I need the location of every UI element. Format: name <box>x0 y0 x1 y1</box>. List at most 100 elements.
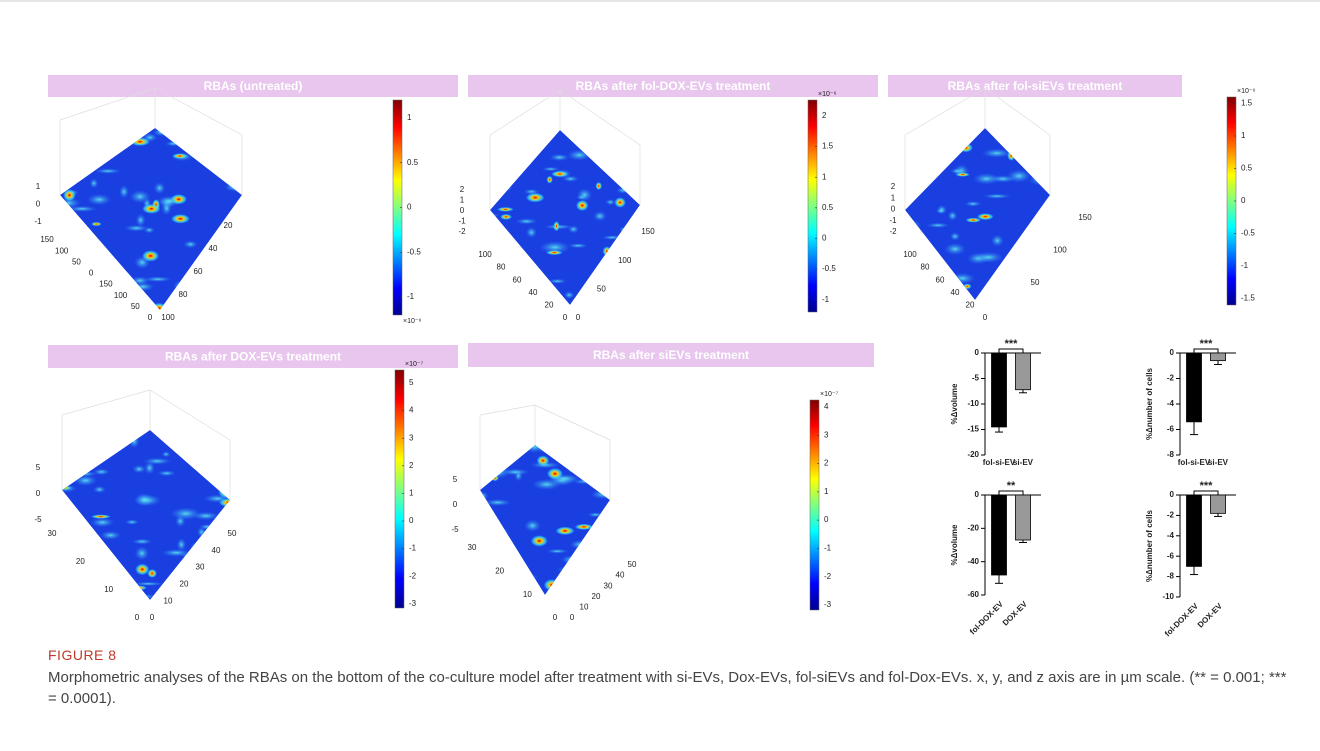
y-tick-label: 0 <box>975 490 980 499</box>
surface-ridge <box>991 235 1004 247</box>
surface-ridge <box>564 291 574 299</box>
colorbar-exponent: ×10⁻⁷ <box>405 361 424 368</box>
surface-ridge <box>1018 288 1036 297</box>
surface-ridge <box>134 493 153 506</box>
significance: *** <box>1200 480 1214 492</box>
surface-peak <box>491 475 499 481</box>
surface-peak <box>206 528 214 538</box>
surface-ridge <box>216 279 242 289</box>
colorbar-tick-label: 0.5 <box>822 203 834 212</box>
surface-tick-label: 0 <box>148 313 153 322</box>
y-tick-label: -6 <box>1167 551 1175 560</box>
surface-tick-label: 0 <box>135 613 140 622</box>
surface-peak <box>553 221 559 231</box>
surface-tick-label: 0 <box>891 205 896 214</box>
surface-ridge <box>534 285 560 298</box>
box-edge <box>560 90 640 145</box>
surface-tick-label: 20 <box>966 301 975 310</box>
colorbar-exponent: ×10⁻⁶ <box>403 318 422 325</box>
colorbar-tick-label: 4 <box>409 406 414 415</box>
y-axis-label: %Δnumber of cells <box>1145 367 1154 440</box>
surface-peak <box>601 538 616 548</box>
surface-ridge <box>942 143 966 149</box>
surface-peak <box>135 564 149 575</box>
surface-ridge <box>136 214 146 227</box>
colorbar-tick-label: 1 <box>824 487 829 496</box>
surface-ridge <box>165 141 183 146</box>
surface-ridge <box>170 507 201 520</box>
surface-peak <box>910 162 927 167</box>
surface-ridge <box>154 182 166 194</box>
surface-peak <box>625 267 644 273</box>
surface-tick-label: 30 <box>196 563 205 572</box>
surface-ridge <box>614 289 631 302</box>
y-tick-label: -20 <box>967 450 979 459</box>
y-tick-label: -8 <box>1167 450 1175 459</box>
surface-peak <box>1007 150 1015 161</box>
colorbar-tick-label: -1 <box>822 295 830 304</box>
surface-ridge <box>502 183 512 191</box>
surface-ridge <box>593 561 603 570</box>
surface-peak <box>116 428 126 439</box>
surface-ridge <box>950 232 960 240</box>
surface-tick-label: 20 <box>592 592 601 601</box>
surface-ridge <box>919 152 934 161</box>
x-tick-label: fol-DOX-EV <box>968 599 1005 636</box>
surface-ridge <box>562 455 589 467</box>
surface-peak <box>531 535 548 546</box>
surface-ridge <box>487 169 498 176</box>
colorbar-tick-label: 0 <box>1241 196 1246 205</box>
y-tick-label: 0 <box>1170 490 1175 499</box>
surface-ridge <box>489 170 509 179</box>
colorbar <box>395 370 404 608</box>
surface-ridge <box>927 223 950 228</box>
surface-tick-label: 100 <box>903 250 917 259</box>
surface-ridge <box>495 580 517 592</box>
y-tick-label: -15 <box>967 425 979 434</box>
panel-title: RBAs after siEVs treatment <box>593 348 749 362</box>
surface-tick-label: 20 <box>180 580 189 589</box>
surface-tick-label: 10 <box>104 585 113 594</box>
surface-tick-label: 0 <box>36 489 41 498</box>
surface-ridge <box>216 555 226 562</box>
surface-peak <box>547 176 553 184</box>
surface-tick-label: 1 <box>36 182 41 191</box>
bar <box>1211 353 1226 361</box>
colorbar-tick-label: 0 <box>407 203 412 212</box>
surface-ridge <box>936 208 946 213</box>
surface-ridge <box>1039 295 1053 300</box>
surface-peak <box>916 176 928 187</box>
surface-peak <box>614 197 625 207</box>
surface-ridge <box>77 130 108 144</box>
surface-peak <box>596 182 602 190</box>
surface-tick-label: 1 <box>460 196 465 205</box>
colorbar-tick-label: 2 <box>822 111 827 120</box>
surface-peak <box>91 222 101 226</box>
surface-peak <box>147 569 157 578</box>
significance: ** <box>1007 480 1016 492</box>
surface-ridge <box>606 157 622 165</box>
surface-peak <box>618 243 629 253</box>
surface-ridge <box>225 183 244 192</box>
colorbar-tick-label: 2 <box>824 459 829 468</box>
surface-ridge <box>567 150 591 161</box>
box-edge <box>480 405 535 415</box>
surface-peak <box>932 287 943 294</box>
caption-text: Morphometric analyses of the RBAs on the… <box>48 667 1288 709</box>
surface-ridge <box>104 298 112 306</box>
surface-peak <box>152 303 167 314</box>
surface-peak <box>560 442 573 449</box>
surface-tick-label: 100 <box>618 256 632 265</box>
surface-tick-label: 40 <box>209 244 218 253</box>
colorbar-tick-label: -3 <box>409 599 417 608</box>
surface-tick-label: 150 <box>1078 213 1092 222</box>
surface-ridge <box>87 194 111 205</box>
surface-tick-label: 80 <box>497 263 506 272</box>
surface-tick-label: 2 <box>891 182 896 191</box>
surface-ridge <box>129 435 139 448</box>
surface-peak <box>497 207 514 212</box>
x-tick-label: fol-DOX-EV <box>1163 601 1200 638</box>
surface-tick-label: 40 <box>212 546 221 555</box>
surface-ridge <box>165 585 175 595</box>
surface-tick-label: 20 <box>545 301 554 310</box>
